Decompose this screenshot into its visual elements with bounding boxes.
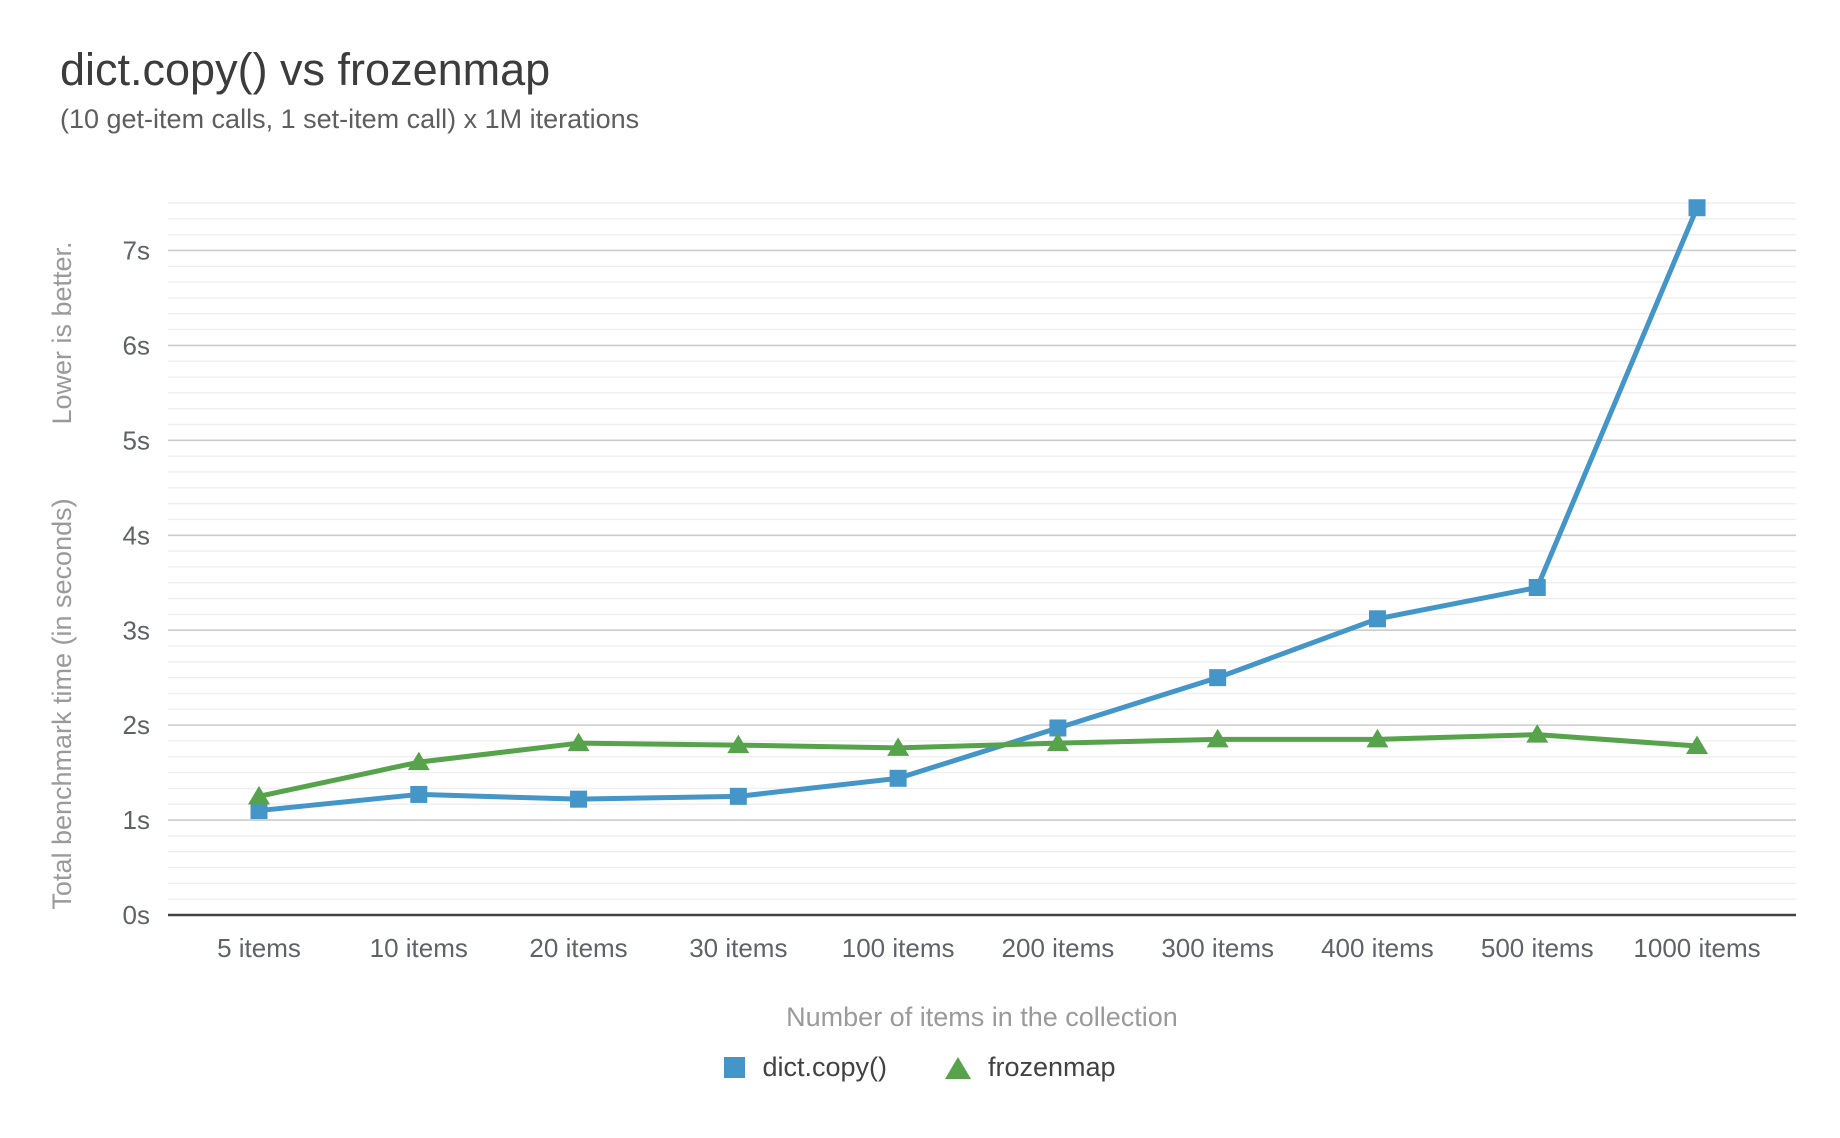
data-point-triangle: [567, 732, 590, 752]
data-point-square: [250, 802, 268, 820]
x-tick-label: 30 items: [689, 933, 787, 963]
y-axis-title: Total benchmark time (in seconds): [47, 498, 77, 909]
grid-layer: [168, 202, 1796, 900]
data-point-triangle: [887, 737, 910, 756]
data-point-square: [410, 785, 428, 803]
x-tick-label: 200 items: [1002, 933, 1115, 963]
data-point-square: [1368, 610, 1386, 628]
x-tick-label: 10 items: [370, 933, 468, 963]
y-tick-label: 3s: [123, 615, 150, 645]
series-line-dict-copy: [256, 205, 1700, 814]
x-tick-label: 1000 items: [1633, 933, 1760, 963]
x-tick-label: 100 items: [842, 933, 955, 963]
y-tick-label: 0s: [123, 900, 150, 930]
y-tick-label: 7s: [123, 236, 150, 266]
triangle-marker-icon: [944, 1056, 971, 1079]
axis-layer: 0s 1s 2s 3s 4s 5s 6s 7s 5 items 10 items 20 items 3…: [123, 236, 1796, 963]
y-axis-note: Lower is better.: [47, 241, 77, 424]
series-line-frozenmap: [256, 732, 1700, 799]
y-tick-label: 2s: [123, 710, 150, 740]
data-point-square: [1049, 719, 1067, 737]
x-tick-label: 20 items: [529, 933, 627, 963]
data-point-triangle: [1686, 735, 1709, 755]
data-point-square: [729, 787, 747, 805]
data-point-triangle: [407, 751, 430, 771]
legend-item-frozenmap: frozenmap: [944, 1052, 1116, 1083]
data-point-square: [1688, 199, 1706, 217]
data-point-triangle: [1526, 724, 1549, 743]
x-tick-label: 5 items: [217, 933, 301, 963]
x-tick-label: 300 items: [1161, 933, 1274, 963]
data-point-triangle: [727, 734, 750, 754]
data-point-triangle: [248, 785, 270, 805]
x-tick-label: 400 items: [1321, 933, 1434, 963]
data-point-triangle: [1046, 732, 1069, 752]
legend-label-dict-copy: dict.copy(): [762, 1052, 887, 1082]
legend-item-dict-copy: dict.copy(): [724, 1052, 887, 1083]
chart-subtitle: (10 get-item calls, 1 set-item call) x 1…: [60, 104, 640, 134]
data-point-square: [570, 790, 588, 808]
y-tick-label: 5s: [123, 425, 150, 455]
legend: dict.copy() frozenmap: [0, 1052, 1840, 1083]
data-point-square: [1528, 578, 1546, 596]
data-point-triangle: [1206, 728, 1229, 748]
x-axis-title: Number of items in the collection: [786, 1002, 1178, 1032]
data-point-square: [1209, 669, 1227, 687]
square-marker-icon: [724, 1057, 746, 1078]
y-tick-label: 4s: [123, 520, 150, 550]
x-tick-label: 500 items: [1481, 933, 1594, 963]
y-tick-label: 1s: [123, 805, 150, 835]
chart-title: dict.copy() vs frozenmap: [60, 44, 551, 95]
legend-label-frozenmap: frozenmap: [987, 1052, 1116, 1082]
y-tick-label: 6s: [123, 331, 150, 361]
data-point-triangle: [1366, 728, 1389, 748]
data-point-square: [889, 769, 907, 787]
series-layer: [248, 199, 1709, 820]
